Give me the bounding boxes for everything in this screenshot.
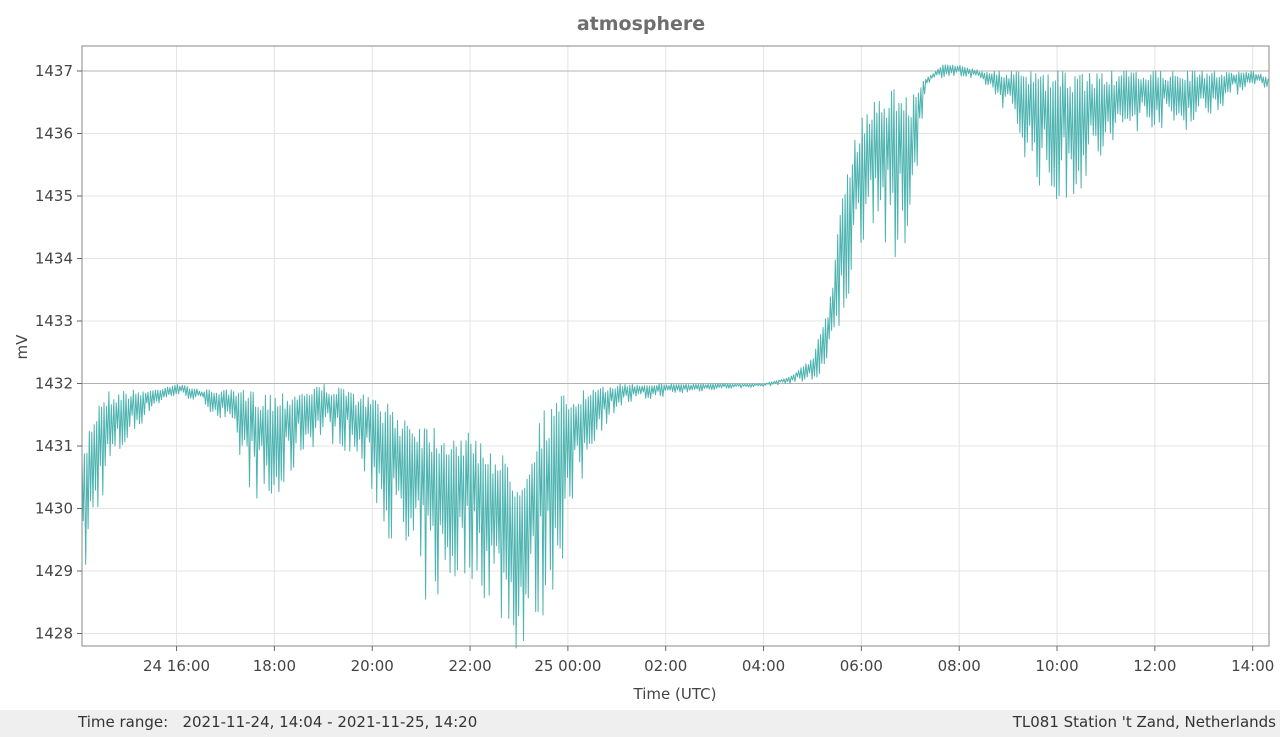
grid-lines <box>82 46 1269 646</box>
y-tick-label: 1436 <box>35 125 73 143</box>
y-tick-label: 1428 <box>35 625 73 643</box>
y-tick-label: 1437 <box>35 62 73 80</box>
x-axis: 24 16:00 18:00 20:00 22:00 25 00:00 02:00 04:0… <box>143 646 1274 675</box>
x-tick-label: 14:00 <box>1231 657 1274 675</box>
status-bar: Time range: 2021-11-24, 14:04 - 2021-11-… <box>0 710 1280 737</box>
reference-lines <box>82 70 1269 384</box>
y-axis: 1428 1429 1430 1431 1432 1433 1434 1435 1436 1437 <box>35 62 82 643</box>
x-tick-label: 18:00 <box>253 657 296 675</box>
x-tick-label: 04:00 <box>742 657 785 675</box>
x-tick-label: 24 16:00 <box>143 657 210 675</box>
x-tick-label: 06:00 <box>840 657 883 675</box>
x-tick-label: 25 00:00 <box>534 657 601 675</box>
x-tick-label: 22:00 <box>448 657 491 675</box>
x-tick-label: 08:00 <box>938 657 981 675</box>
chart: 24 16:00 18:00 20:00 22:00 25 00:00 02:00 04:0… <box>13 13 1274 703</box>
y-tick-label: 1430 <box>35 500 73 518</box>
chart-title: atmosphere <box>577 13 705 35</box>
x-tick-label: 20:00 <box>351 657 394 675</box>
y-tick-label: 1435 <box>35 187 73 205</box>
series-line-atmosphere <box>81 64 1269 649</box>
plot-area-border <box>81 45 1270 647</box>
y-tick-label: 1431 <box>35 437 73 455</box>
x-tick-label: 12:00 <box>1133 657 1176 675</box>
station-name-text: TL081 Station 't Zand, Netherlands <box>1012 713 1276 731</box>
y-tick-label: 1432 <box>35 375 73 393</box>
x-tick-label: 10:00 <box>1035 657 1078 675</box>
y-tick-label: 1434 <box>35 250 73 268</box>
y-tick-label: 1433 <box>35 312 73 330</box>
y-axis-label: mV <box>13 334 31 360</box>
y-tick-label: 1429 <box>35 562 73 580</box>
time-range-text: Time range: 2021-11-24, 14:04 - 2021-11-… <box>78 713 478 731</box>
x-axis-label: Time (UTC) <box>633 685 717 703</box>
x-tick-label: 02:00 <box>644 657 687 675</box>
